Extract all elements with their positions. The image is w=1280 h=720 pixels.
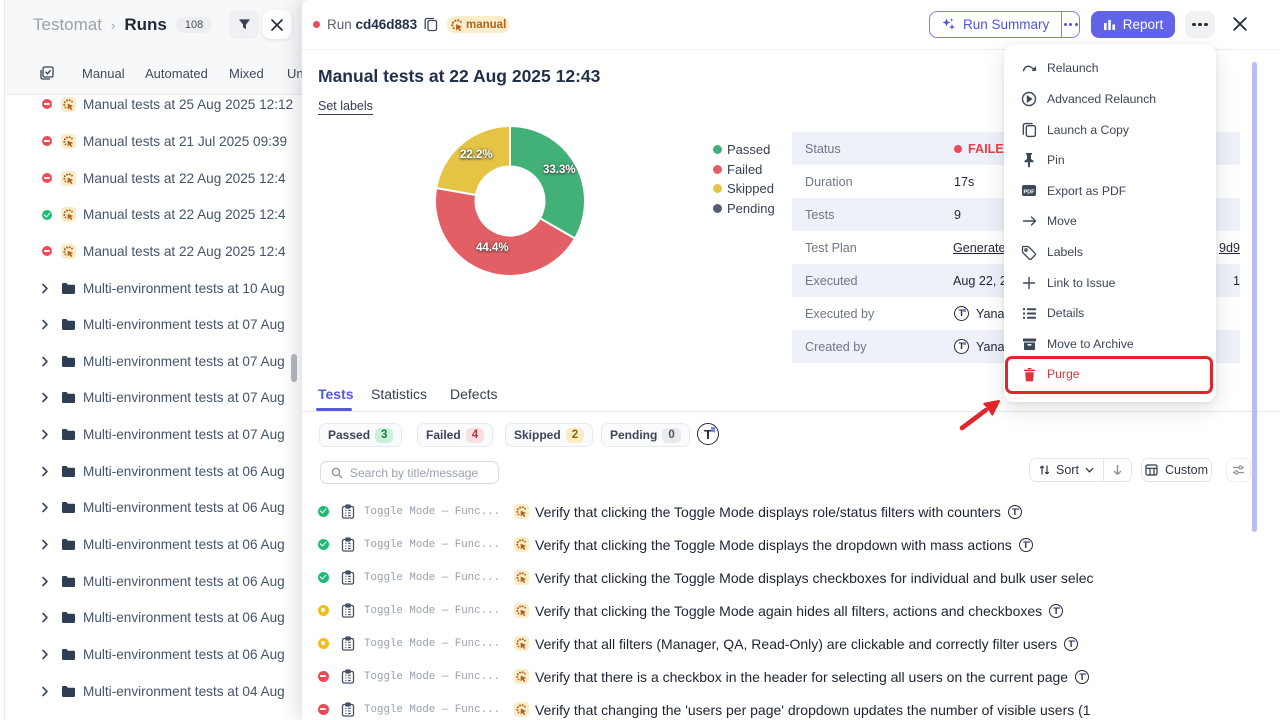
svg-text:PDF: PDF	[1024, 190, 1036, 196]
